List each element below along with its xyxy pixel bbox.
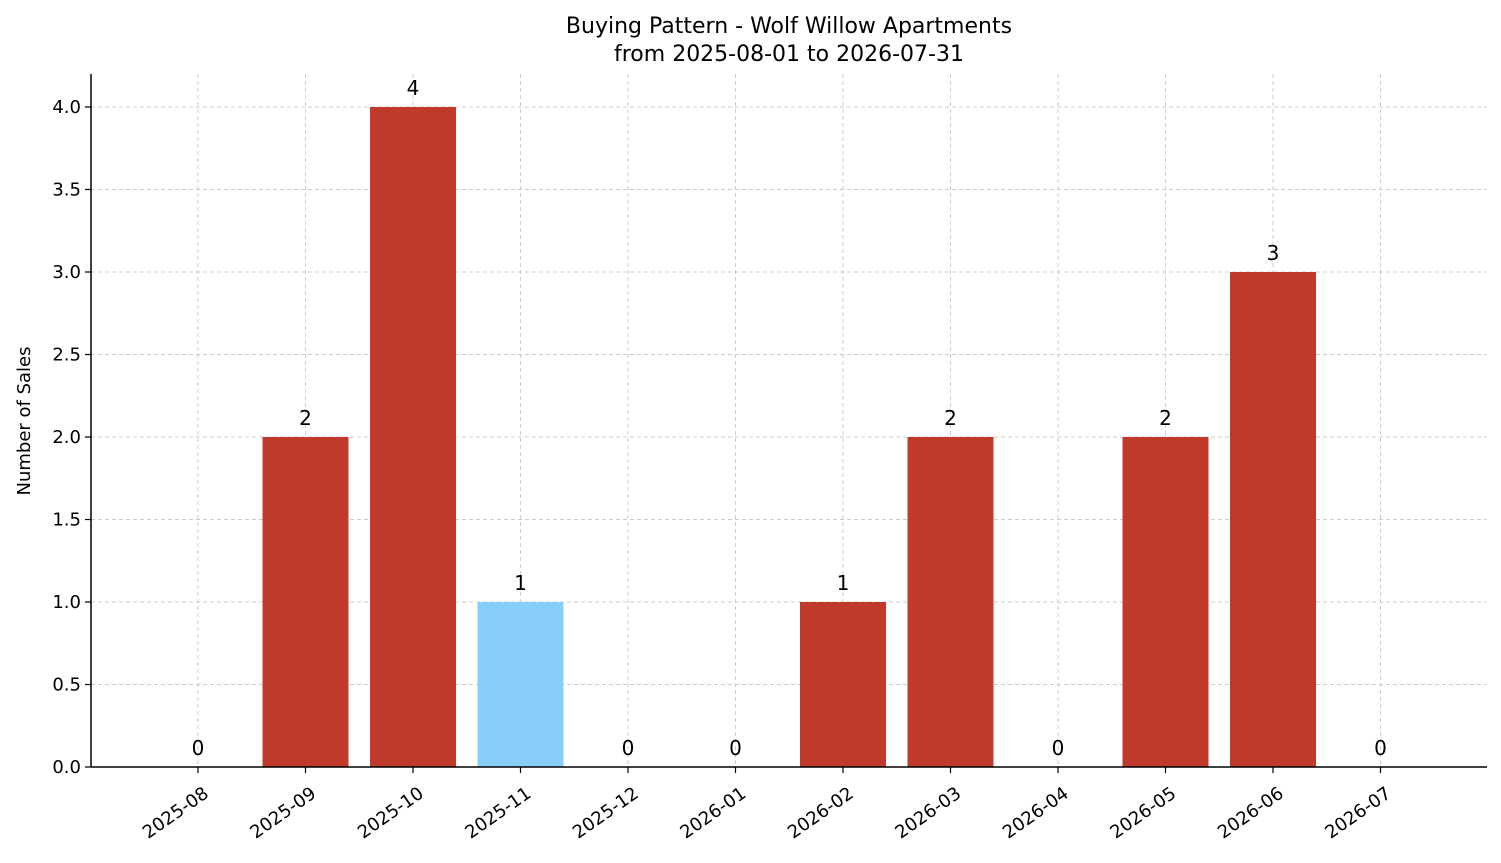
bar-2025-10 (370, 107, 456, 767)
bar-2026-06 (1230, 272, 1316, 767)
value-label: 0 (622, 736, 635, 760)
chart-title: Buying Pattern - Wolf Willow Apartments (566, 14, 1012, 39)
x-tick-label: 2025-11 (461, 783, 535, 843)
y-tick-label: 1.5 (52, 510, 81, 531)
x-tick-label: 2026-04 (999, 783, 1073, 843)
y-axis-title: Number of Sales (14, 346, 35, 495)
y-tick-label: 4.0 (52, 97, 81, 118)
x-tick-label: 2025-09 (246, 783, 320, 843)
y-tick-labels: 0.0 0.5 1.0 1.5 2.0 2.5 3.0 3.5 4.0 (52, 97, 91, 778)
value-labels: 0 2 4 1 0 0 1 2 0 2 3 0 (192, 76, 1387, 760)
y-tick-label: 3.0 (52, 262, 81, 283)
x-tick-label: 2026-01 (676, 783, 750, 843)
value-label: 0 (729, 736, 742, 760)
bar-2025-11 (477, 602, 564, 767)
value-label: 0 (1374, 736, 1387, 760)
x-tick-labels: 2025-08 2025-09 2025-10 2025-11 2025-12 2026-… (139, 767, 1395, 843)
value-label: 4 (407, 76, 420, 100)
x-tick-label: 2025-12 (569, 783, 643, 843)
value-label: 2 (944, 406, 957, 430)
x-tick-label: 2026-07 (1321, 783, 1395, 843)
y-tick-label: 1.0 (52, 592, 81, 613)
x-tick-label: 2026-06 (1214, 783, 1288, 843)
y-tick-label: 2.0 (52, 427, 81, 448)
y-tick-label: 2.5 (52, 345, 81, 366)
bar-2025-09 (262, 437, 349, 767)
x-tick-label: 2025-08 (139, 783, 213, 843)
value-label: 1 (514, 571, 527, 595)
x-tick-label: 2025-10 (354, 783, 428, 843)
value-label: 0 (192, 736, 205, 760)
bar-2026-02 (800, 602, 886, 767)
value-label: 2 (1159, 406, 1172, 430)
value-label: 3 (1267, 241, 1280, 265)
x-tick-label: 2026-02 (784, 783, 858, 843)
x-tick-label: 2026-03 (891, 783, 965, 843)
value-label: 1 (837, 571, 850, 595)
value-label: 2 (299, 406, 312, 430)
bar-2026-03 (907, 437, 994, 767)
chart-subtitle: from 2025-08-01 to 2026-07-31 (614, 42, 964, 67)
y-tick-label: 3.5 (52, 180, 81, 201)
y-tick-label: 0.0 (52, 757, 81, 778)
x-tick-label: 2026-05 (1106, 783, 1180, 843)
bars (262, 107, 1316, 767)
bar-2026-05 (1122, 437, 1209, 767)
y-tick-label: 0.5 (52, 675, 81, 696)
value-label: 0 (1052, 736, 1065, 760)
